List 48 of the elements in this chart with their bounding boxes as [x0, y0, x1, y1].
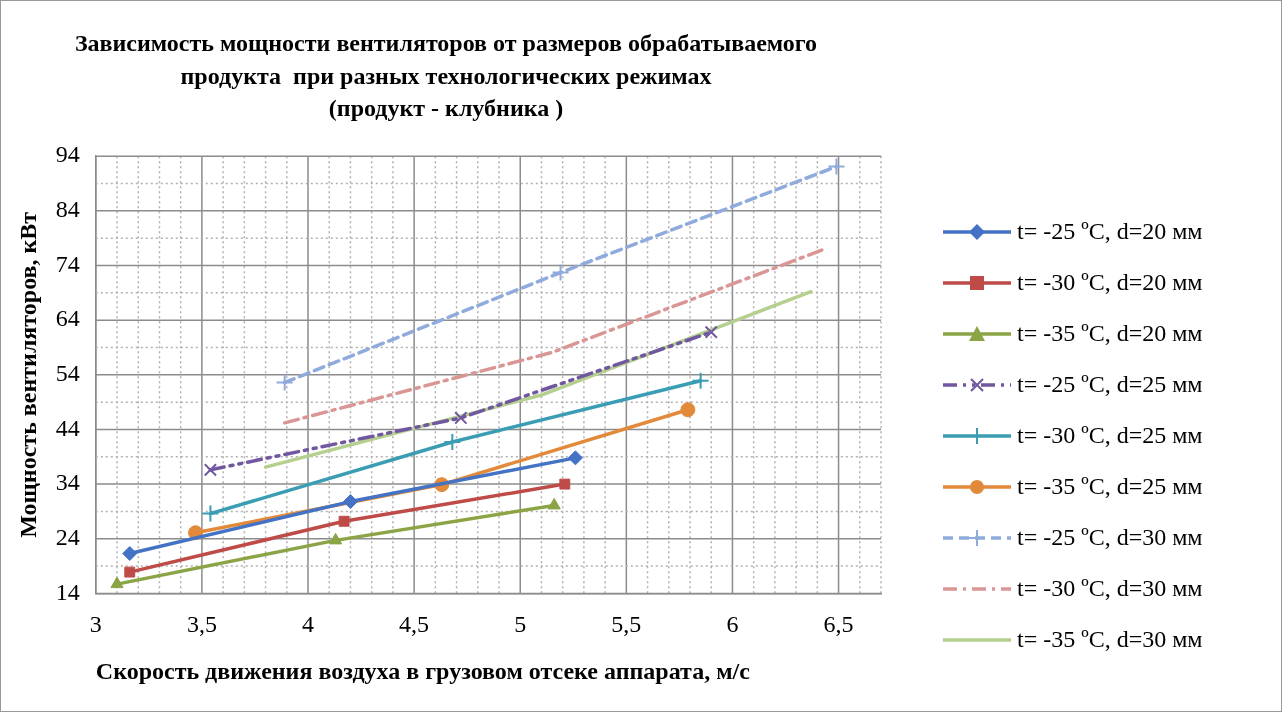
point [827, 157, 846, 176]
point [551, 263, 570, 282]
x-axis-title: Скорость движения воздуха в грузовом отсеке аппарата, м/с [95, 657, 751, 684]
y-tick-label: 84 [55, 196, 80, 223]
y-tick-label: 64 [55, 305, 80, 332]
x-tick-label: 5,5 [611, 611, 642, 638]
point [203, 463, 218, 477]
y-axis-title: Мощность вентиляторов, кВт [14, 211, 41, 538]
point [329, 532, 343, 545]
x-tick-label: 3 [89, 611, 102, 638]
legend-label: t= -25 ºC, d=20 мм [1017, 218, 1203, 245]
legend-label: t= -35 ºC, d=20 мм [1017, 320, 1203, 347]
y-tick-label: 54 [55, 360, 80, 387]
point [201, 504, 220, 523]
x-tick-label: 6,5 [823, 611, 854, 638]
point [691, 371, 710, 390]
x-tick-label: 4,5 [399, 611, 430, 638]
legend-label: t= -30 ºC, d=20 мм [1017, 269, 1203, 296]
x-tick-label: 5 [514, 611, 527, 638]
x-tick-label: 4 [302, 611, 315, 638]
y-tick-label: 34 [55, 469, 80, 496]
point [124, 566, 136, 578]
point [342, 494, 358, 510]
chart-title: Зависимость мощности вентиляторов от размеров обрабатываемого продукта при разных технологических режимах (продукт - клубника ) [74, 30, 818, 122]
point [559, 478, 571, 490]
point [275, 373, 294, 392]
point [338, 515, 350, 527]
y-tick-label: 44 [55, 414, 80, 441]
legend-label: t= -30 ºC, d=25 мм [1017, 422, 1203, 449]
y-tick-label: 94 [55, 141, 80, 168]
legend-label: t= -35 ºC, d=25 мм [1017, 473, 1203, 500]
point [454, 411, 468, 425]
y-tick-label: 24 [55, 524, 80, 551]
x-tick-label: 6 [726, 611, 739, 638]
legend-label: t= -35 ºC, d=30 мм [1017, 626, 1203, 653]
point [567, 450, 583, 466]
legend-label: t= -30 ºC, d=30 мм [1017, 575, 1203, 602]
y-tick-label: 14 [55, 578, 80, 605]
x-tick-label: 3,5 [186, 611, 217, 638]
point [122, 546, 138, 562]
point [110, 576, 124, 589]
legend-label: t= -25 ºC, d=25 мм [1017, 371, 1203, 398]
point [680, 402, 696, 418]
point [704, 325, 718, 339]
point [443, 433, 462, 452]
legend-label: t= -25 ºC, d=30 мм [1017, 524, 1203, 551]
y-tick-label: 74 [55, 250, 80, 277]
point [547, 497, 561, 510]
